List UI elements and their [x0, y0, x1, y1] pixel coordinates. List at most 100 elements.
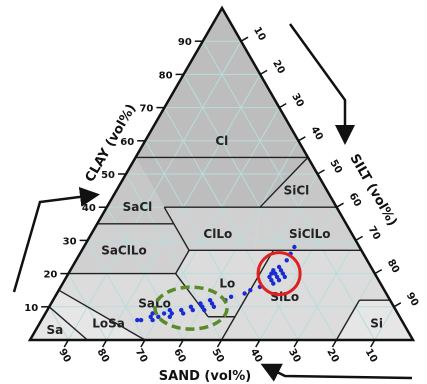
sand-tick	[293, 339, 299, 348]
sand-tick-label: 20	[324, 347, 341, 365]
data-point	[181, 311, 186, 316]
data-point	[278, 268, 284, 273]
data-point	[211, 304, 217, 309]
data-point	[167, 307, 172, 313]
data-point	[276, 278, 282, 283]
clay-tick-label: 30	[63, 236, 77, 247]
data-point	[282, 274, 287, 280]
grid-line	[144, 107, 280, 341]
data-point	[135, 317, 140, 323]
data-point	[209, 301, 215, 306]
data-point	[179, 307, 184, 313]
clay-tick-label: 70	[139, 104, 153, 115]
silt-tick	[317, 169, 325, 175]
data-point	[190, 307, 195, 313]
tick-marks	[41, 36, 402, 348]
silt-tick-label: 10	[251, 25, 268, 43]
data-point	[273, 271, 278, 276]
grid-line	[67, 40, 242, 341]
sand-tick	[178, 339, 184, 348]
silt-tick	[336, 202, 344, 208]
region-losa	[49, 290, 145, 340]
sand-tick	[63, 339, 69, 348]
class-label-salo: SaLo	[138, 296, 171, 310]
class-boundary	[48, 306, 88, 341]
sand-tick	[370, 339, 376, 348]
class-label-losa: LoSa	[92, 316, 125, 330]
silt-tick	[355, 235, 364, 242]
sand-tick-label: 90	[56, 347, 73, 365]
clay-tick-label: 20	[43, 270, 57, 281]
silt-tick-label: 30	[289, 92, 306, 110]
data-point	[228, 294, 234, 299]
data-point	[148, 314, 153, 319]
data-point	[169, 311, 174, 316]
region-cllo	[164, 207, 260, 251]
clay-tick-label: 80	[159, 70, 173, 81]
direction-arrow	[12, 186, 100, 293]
class-boundaries	[48, 156, 391, 341]
sand-tick	[101, 339, 108, 348]
grid-line	[297, 240, 357, 341]
data-point	[280, 271, 286, 276]
sand-tick	[216, 339, 223, 348]
data-point	[242, 291, 247, 296]
data-point	[248, 288, 253, 293]
class-boundary	[335, 299, 361, 341]
class-label-sacllo: SaClLo	[101, 243, 147, 257]
silt-tick	[374, 268, 383, 275]
sand-tick	[331, 339, 338, 348]
class-boundary	[58, 289, 146, 341]
data-point	[271, 281, 276, 286]
class-label-sa: Sa	[47, 323, 64, 337]
grid-line	[87, 240, 146, 341]
clay-tick-label: 40	[82, 203, 96, 214]
data-point	[292, 244, 297, 250]
data-point	[161, 311, 167, 316]
sand-tick-label: 40	[248, 347, 265, 365]
silt-tick	[298, 136, 306, 142]
silt-tick-label: 90	[404, 291, 421, 309]
class-boundary	[259, 156, 309, 208]
silt-tick-label: 40	[308, 125, 325, 143]
clay-tick-label: 10	[24, 303, 38, 314]
grid-line	[202, 40, 376, 341]
data-point	[156, 314, 161, 319]
sand-tick-label: 10	[363, 347, 380, 365]
class-label-sicllo: SiClLo	[289, 227, 331, 241]
silt-tick	[240, 36, 249, 42]
class-label-si: Si	[370, 316, 383, 330]
silt-tick-label: 70	[366, 224, 383, 242]
region-silo	[221, 250, 391, 340]
region-sacllo	[68, 223, 190, 274]
class-label-sicl: SiCl	[284, 184, 310, 198]
region-si	[336, 300, 413, 340]
data-point	[269, 278, 274, 283]
highlight-circle	[256, 251, 302, 297]
grid-line	[259, 206, 338, 341]
silt-axis-title: SILT (vol%)	[346, 152, 399, 229]
grid-line	[163, 107, 299, 341]
annotations	[12, 23, 413, 382]
data-point	[207, 298, 213, 303]
sand-tick	[255, 339, 261, 348]
clay-tick-label: 50	[101, 170, 115, 181]
sand-tick	[140, 339, 146, 348]
clay-tick-label: 60	[120, 137, 134, 148]
silt-tick-label: 80	[385, 258, 402, 276]
silt-tick-label: 20	[270, 58, 287, 76]
silt-tick	[278, 102, 287, 109]
class-label-silo: SiLo	[270, 290, 299, 304]
sand-tick-label: 80	[95, 347, 112, 365]
data-point	[167, 314, 172, 319]
class-label-cl: Cl	[215, 134, 228, 148]
class-boundary	[163, 206, 190, 251]
data-point	[274, 274, 280, 280]
region-lo	[175, 250, 274, 317]
class-label-sacl: SaCl	[123, 200, 153, 214]
data-point	[150, 311, 155, 316]
silt-tick-label: 60	[347, 191, 364, 209]
region-sicl	[260, 157, 337, 208]
sand-tick-label: 70	[133, 347, 150, 365]
